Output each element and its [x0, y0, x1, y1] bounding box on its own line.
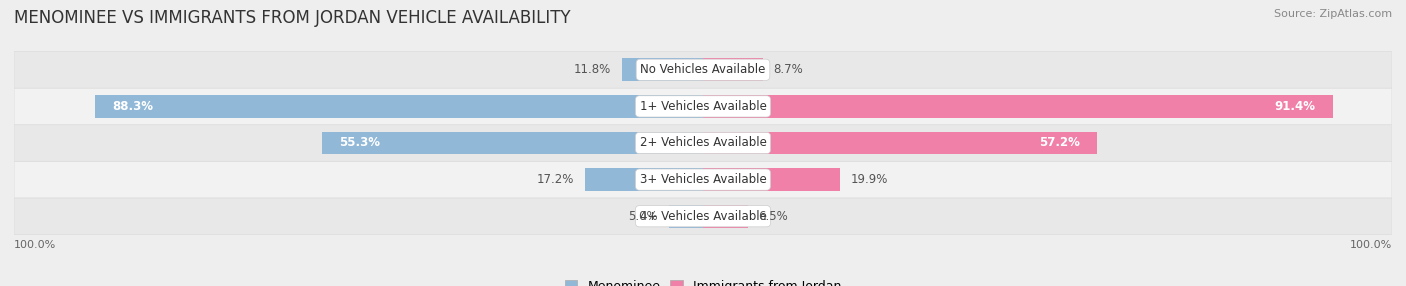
Text: 3+ Vehicles Available: 3+ Vehicles Available: [640, 173, 766, 186]
FancyBboxPatch shape: [14, 51, 1392, 88]
Bar: [703, 205, 748, 228]
Legend: Menominee, Immigrants from Jordan: Menominee, Immigrants from Jordan: [560, 275, 846, 286]
Bar: [322, 132, 703, 154]
Text: No Vehicles Available: No Vehicles Available: [640, 63, 766, 76]
Text: 55.3%: 55.3%: [339, 136, 380, 150]
Bar: [94, 95, 703, 118]
Bar: [703, 132, 1097, 154]
Text: 1+ Vehicles Available: 1+ Vehicles Available: [640, 100, 766, 113]
Text: 57.2%: 57.2%: [1039, 136, 1080, 150]
Text: 88.3%: 88.3%: [112, 100, 153, 113]
Bar: [703, 95, 1333, 118]
FancyBboxPatch shape: [14, 125, 1392, 161]
Text: MENOMINEE VS IMMIGRANTS FROM JORDAN VEHICLE AVAILABILITY: MENOMINEE VS IMMIGRANTS FROM JORDAN VEHI…: [14, 9, 571, 27]
FancyBboxPatch shape: [14, 161, 1392, 198]
Text: 11.8%: 11.8%: [574, 63, 612, 76]
Text: 6.5%: 6.5%: [758, 210, 787, 223]
Bar: [669, 205, 703, 228]
Text: 100.0%: 100.0%: [14, 240, 56, 250]
Text: 2+ Vehicles Available: 2+ Vehicles Available: [640, 136, 766, 150]
Text: 17.2%: 17.2%: [537, 173, 574, 186]
Text: Source: ZipAtlas.com: Source: ZipAtlas.com: [1274, 9, 1392, 19]
Text: 4+ Vehicles Available: 4+ Vehicles Available: [640, 210, 766, 223]
Text: 100.0%: 100.0%: [1350, 240, 1392, 250]
FancyBboxPatch shape: [14, 198, 1392, 235]
Bar: [703, 58, 763, 81]
Text: 8.7%: 8.7%: [773, 63, 803, 76]
Bar: [585, 168, 703, 191]
FancyBboxPatch shape: [14, 88, 1392, 125]
Text: 91.4%: 91.4%: [1274, 100, 1316, 113]
Text: 19.9%: 19.9%: [851, 173, 887, 186]
Bar: [621, 58, 703, 81]
Text: 5.0%: 5.0%: [628, 210, 658, 223]
Bar: [703, 168, 841, 191]
